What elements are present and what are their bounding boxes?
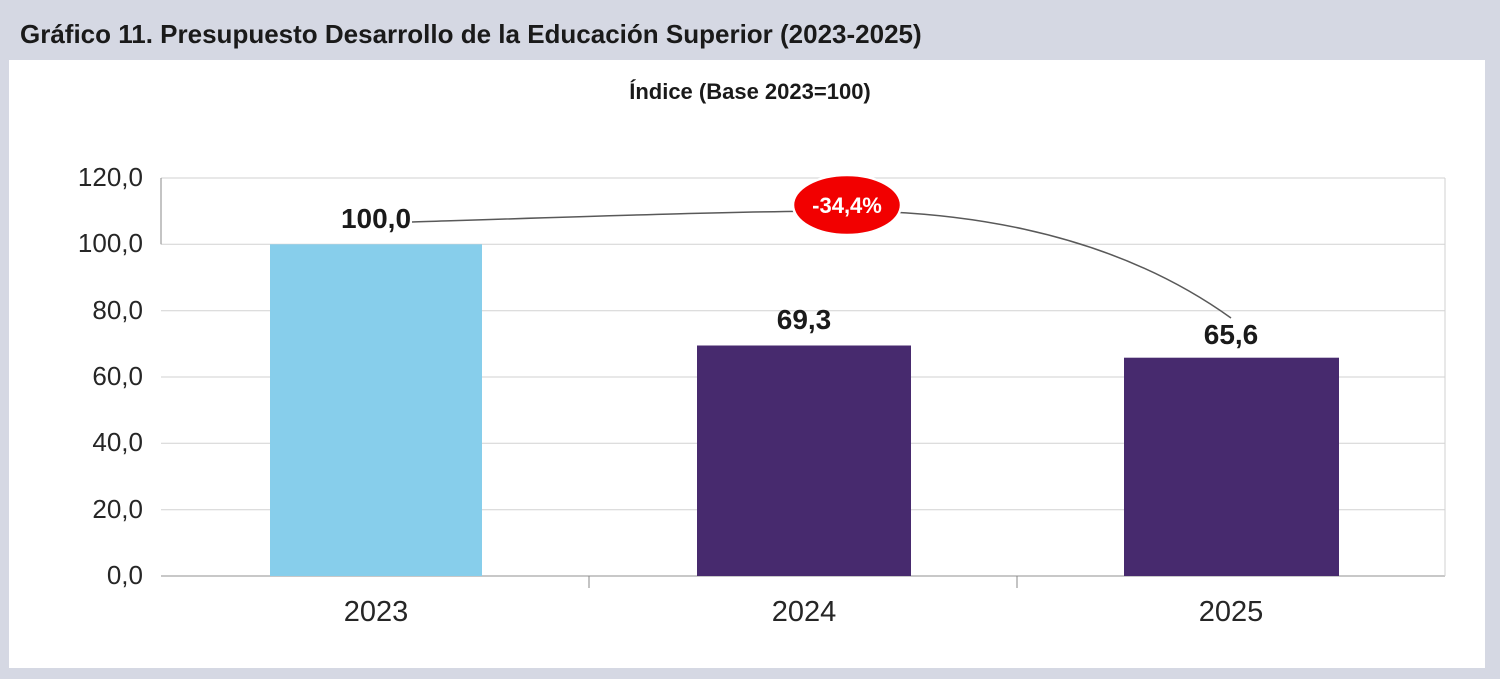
svg-text:2025: 2025 <box>1199 596 1264 628</box>
svg-text:2024: 2024 <box>772 596 837 628</box>
svg-text:80,0: 80,0 <box>92 295 143 325</box>
svg-text:20,0: 20,0 <box>92 494 143 524</box>
svg-text:100,0: 100,0 <box>78 228 143 258</box>
svg-text:-34,4%: -34,4% <box>812 193 882 218</box>
svg-text:120,0: 120,0 <box>78 162 143 192</box>
svg-text:65,6: 65,6 <box>1204 319 1259 350</box>
svg-text:60,0: 60,0 <box>92 361 143 391</box>
svg-text:100,0: 100,0 <box>341 203 411 234</box>
svg-text:2023: 2023 <box>344 596 409 628</box>
svg-text:0,0: 0,0 <box>107 560 143 590</box>
svg-text:40,0: 40,0 <box>92 427 143 457</box>
svg-text:69,3: 69,3 <box>777 304 832 335</box>
